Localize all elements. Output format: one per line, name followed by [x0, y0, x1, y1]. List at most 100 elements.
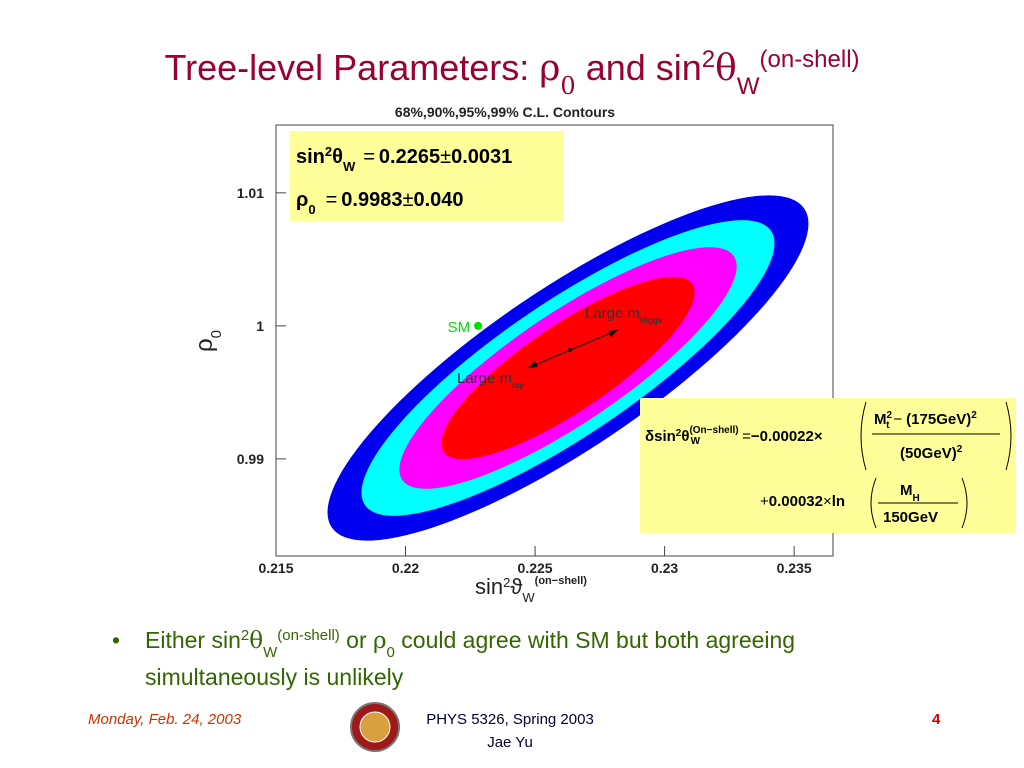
formula-line: δsin2θ(On−shell) W =−0.00022× [645, 425, 823, 447]
numerator: MH [900, 482, 920, 504]
page-number: 4 [932, 711, 941, 728]
formula-part: − [893, 411, 902, 428]
bullet-text: Either sin2θW(on-shell) or ρ0 could agre… [145, 627, 795, 661]
footer-course: PHYS 5326, Spring 2003 [426, 711, 594, 728]
arrow [527, 329, 619, 369]
y-tick-label: 0.99 [237, 451, 264, 467]
bullet-part: θ [249, 628, 263, 654]
paren [870, 477, 968, 529]
result-box [290, 131, 564, 221]
title-part: W [737, 73, 760, 100]
formula-part: W [343, 159, 356, 174]
axis-label-part: W [522, 590, 535, 605]
annotation-part: Large m [585, 305, 640, 322]
x-tick-label: 0.22 [392, 560, 419, 576]
formula-part: ln [832, 493, 845, 510]
annotation: Large mtop [457, 370, 525, 390]
title-part: and sin [576, 47, 702, 88]
formula-part: 0.00032 [769, 493, 823, 510]
formula-part: ± [440, 146, 451, 168]
title-part: Tree-level Parameters: [164, 47, 539, 88]
bullet-symbol: • [112, 627, 120, 653]
formula-part: 0.9983 [341, 189, 402, 211]
axis-label-part: sin [475, 574, 503, 599]
x-tick-label: 0.235 [777, 560, 812, 576]
y-axis-label: ρ0 [191, 330, 225, 352]
arrow-dot [568, 348, 572, 352]
formula-part: ± [402, 189, 413, 211]
title-part: 0 [560, 72, 575, 100]
bullet-part: (on-shell) [277, 627, 340, 644]
annotation-part: Large m [457, 370, 512, 387]
title-part: (on-shell) [760, 46, 860, 73]
logo-center [359, 711, 391, 743]
formula-line: +0.00032×ln [760, 493, 845, 510]
footer-author: Jae Yu [487, 734, 533, 751]
slide-title: Tree-level Parameters: ρ0 and sin2θW(on-… [164, 46, 859, 101]
plot: 68%,90%,95%,99% C.L. Contours 0.215 0.22 0.… [191, 104, 834, 605]
y-tick-label: 1.01 [237, 185, 264, 201]
axis-label-part: ϑ [510, 574, 522, 599]
formula-part: t [886, 420, 890, 431]
formula-part: M [900, 482, 913, 499]
bullet-part: Either sin [145, 627, 241, 653]
formula-part: 0.0031 [451, 146, 512, 168]
formula-part: 0 [308, 202, 315, 217]
paren [860, 401, 1012, 471]
bullet-part: W [263, 644, 278, 661]
annotation-part: top [512, 381, 525, 390]
formula-part: δsin [645, 428, 676, 445]
axis-label-part: ρ [191, 338, 218, 352]
title-part: ρ [539, 48, 560, 89]
logo [350, 702, 400, 752]
formula-part: 0.2265 [379, 146, 440, 168]
formula-box [640, 398, 1016, 533]
formula-part: = [363, 146, 375, 168]
axis-label-part: 2 [503, 575, 510, 590]
title-part: 2 [702, 46, 715, 73]
numerator: M2 t − (175GeV)2 [874, 410, 977, 431]
formula-part: ρ [296, 189, 308, 211]
bullet-part: or [340, 627, 373, 653]
point-label: SM [448, 319, 471, 336]
formula-part: (175GeV) [906, 411, 971, 428]
bullet-part: ρ [373, 628, 387, 654]
formula-part: 2 [957, 444, 963, 455]
axis-label-part: (on−shell) [535, 575, 588, 587]
formula-part: 0.040 [413, 189, 463, 211]
result-line: sin2θW = 0.2265±0.0031 [296, 144, 512, 174]
annotation: Large mHiggs [585, 305, 663, 325]
formula-part: 2 [325, 144, 332, 159]
annotation-part: Higgs [640, 316, 663, 325]
plot-frame [275, 124, 834, 557]
denominator: 150GeV [883, 509, 938, 526]
formula-part: sin [296, 146, 325, 168]
contour [441, 276, 695, 460]
bullet-part: 2 [241, 627, 249, 644]
bullet-part: could agree with SM but both agreeing [395, 627, 795, 653]
formula-part: M [874, 411, 887, 428]
formula-part: (On−shell) [689, 425, 738, 436]
title-part: θ [715, 48, 737, 89]
x-tick-label: 0.215 [258, 560, 293, 576]
axis-label-part: 0 [208, 330, 225, 338]
formula-part: 2 [887, 410, 893, 421]
formula-part: × [823, 493, 832, 510]
x-tick-label: 0.225 [518, 560, 553, 576]
bullet-part: 0 [387, 644, 395, 661]
denominator: (50GeV)2 [900, 444, 963, 462]
formula-part: θ [332, 146, 343, 168]
formula-part: = [326, 189, 338, 211]
formula-part: (50GeV) [900, 445, 957, 462]
x-tick-label: 0.23 [651, 560, 678, 576]
result-line: ρ0 = 0.9983±0.040 [296, 189, 464, 217]
formula-part: + [760, 493, 769, 510]
formula-part: H [913, 493, 920, 504]
formula-part: = [742, 428, 751, 445]
point [474, 321, 483, 330]
formula-part: W [691, 436, 701, 447]
bullet-text: simultaneously is unlikely [145, 664, 404, 690]
formula-part: θ [681, 428, 689, 445]
x-axis-label: sin2ϑW(on−shell) [475, 574, 587, 605]
